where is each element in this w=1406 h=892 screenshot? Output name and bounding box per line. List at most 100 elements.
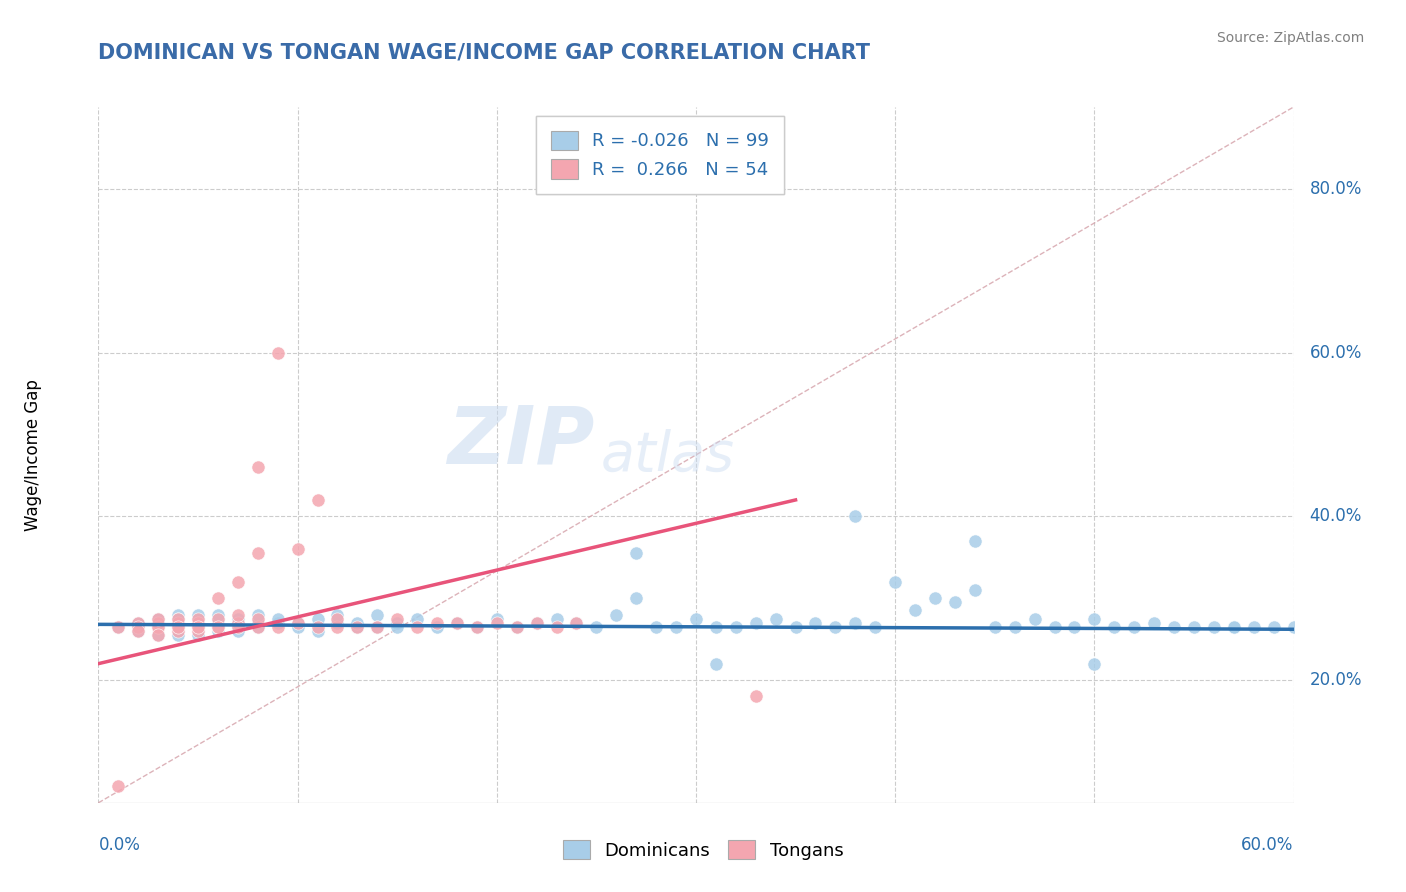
Point (385, 615, 409, 630)
Point (148, 620, 170, 634)
Point (366, 620, 388, 634)
Point (167, 615, 190, 630)
Point (207, 612, 229, 626)
Point (724, 620, 747, 634)
Point (207, 620, 229, 634)
Point (963, 533, 986, 548)
Point (1222, 620, 1246, 634)
Legend: R = -0.026   N = 99, R =  0.266   N = 54: R = -0.026 N = 99, R = 0.266 N = 54 (537, 116, 783, 194)
Point (307, 624, 329, 638)
Point (1123, 620, 1146, 634)
Point (485, 612, 508, 626)
Point (246, 612, 269, 626)
Point (207, 624, 229, 638)
Point (546, 612, 568, 626)
Point (406, 612, 429, 626)
Point (127, 615, 149, 630)
Point (246, 615, 269, 630)
Point (226, 620, 249, 634)
Point (1043, 620, 1066, 634)
Point (1083, 657, 1105, 671)
Point (187, 612, 209, 626)
Point (1163, 620, 1185, 634)
Point (167, 612, 190, 626)
Point (884, 574, 907, 589)
Point (366, 620, 388, 634)
Point (665, 620, 688, 634)
Point (127, 624, 149, 638)
Point (187, 628, 209, 642)
Point (167, 624, 190, 638)
Point (605, 607, 627, 622)
Point (148, 615, 170, 630)
Point (1222, 620, 1246, 634)
Point (765, 612, 787, 626)
Text: 20.0%: 20.0% (1309, 671, 1362, 689)
Point (226, 607, 249, 622)
Text: 60.0%: 60.0% (1309, 343, 1362, 361)
Point (963, 582, 986, 597)
Text: 40.0%: 40.0% (1309, 508, 1362, 525)
Point (287, 615, 309, 630)
Point (685, 612, 707, 626)
Point (246, 607, 269, 622)
Point (187, 620, 209, 634)
Point (624, 591, 647, 606)
Point (1143, 615, 1166, 630)
Point (226, 615, 249, 630)
Point (167, 620, 190, 634)
Point (506, 620, 529, 634)
Point (287, 620, 309, 634)
Point (465, 620, 488, 634)
Point (167, 607, 190, 622)
Point (148, 612, 170, 626)
Point (385, 612, 409, 626)
Point (187, 607, 209, 622)
Point (446, 615, 468, 630)
Point (187, 624, 209, 638)
Point (287, 615, 309, 630)
Point (207, 620, 229, 634)
Point (704, 657, 727, 671)
Point (246, 620, 269, 634)
Point (148, 612, 170, 626)
Point (745, 690, 768, 704)
Point (1202, 620, 1225, 634)
Point (207, 607, 229, 622)
Point (148, 620, 170, 634)
Point (1182, 620, 1205, 634)
Point (187, 612, 209, 626)
Point (226, 612, 249, 626)
Point (207, 591, 229, 606)
Point (1263, 620, 1285, 634)
Point (207, 612, 229, 626)
Point (385, 620, 409, 634)
Point (307, 612, 329, 626)
Point (704, 620, 727, 634)
Point (326, 612, 349, 626)
Point (904, 603, 927, 617)
Text: atlas: atlas (600, 428, 734, 482)
Point (307, 492, 329, 507)
Point (1004, 620, 1026, 634)
Text: 60.0%: 60.0% (1241, 836, 1294, 854)
Point (565, 615, 588, 630)
Text: 80.0%: 80.0% (1309, 180, 1362, 198)
Point (844, 615, 866, 630)
Text: 0.0%: 0.0% (98, 836, 141, 854)
Point (446, 615, 468, 630)
Point (148, 628, 170, 642)
Point (804, 615, 827, 630)
Point (745, 615, 768, 630)
Point (406, 620, 429, 634)
Point (267, 345, 290, 359)
Point (187, 615, 209, 630)
Point (465, 620, 488, 634)
Point (326, 607, 349, 622)
Point (207, 615, 229, 630)
Point (565, 615, 588, 630)
Point (366, 607, 388, 622)
Point (187, 620, 209, 634)
Point (1024, 612, 1046, 626)
Point (187, 615, 209, 630)
